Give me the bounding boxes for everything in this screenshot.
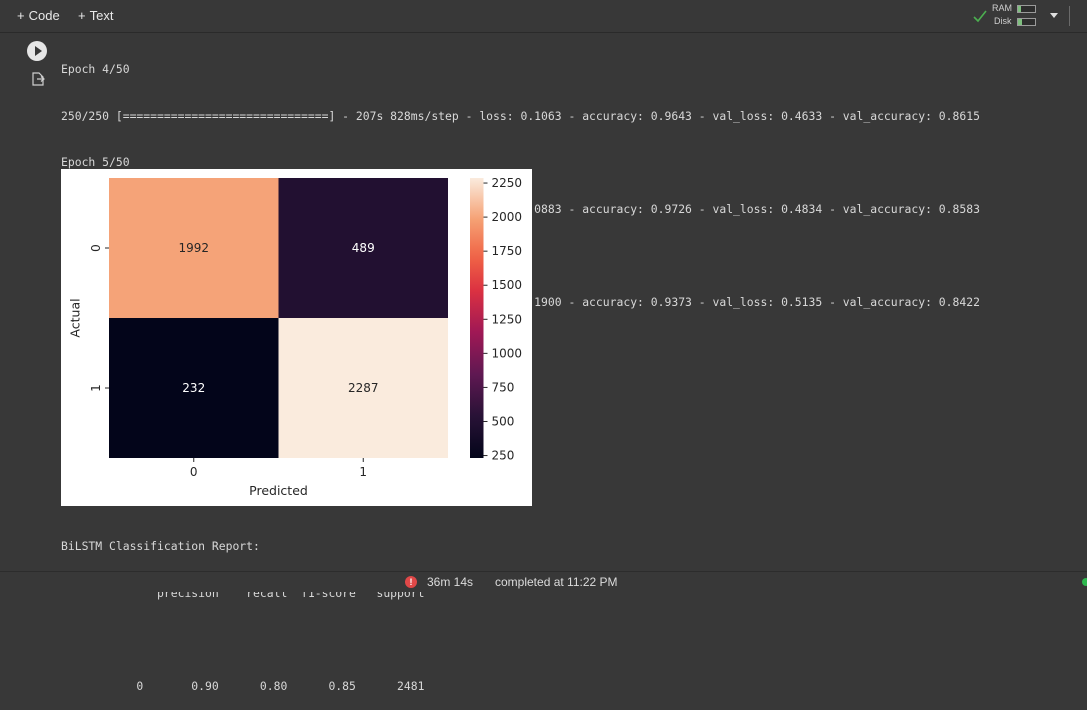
- add-text-button[interactable]: + Text: [78, 8, 114, 23]
- y-tick-label: 0: [89, 244, 103, 252]
- notebook-toolbar: + Code + Text RAM Disk: [0, 0, 1087, 33]
- heatmap-cell: [109, 178, 279, 318]
- status-bar: ! 36m 14s completed at 11:22 PM: [0, 571, 1087, 592]
- confusion-matrix-figure: 1992 489 232 2287 0 1 0 1 Predicted Actual 250 500 7…: [61, 169, 532, 506]
- heatmap-cell: [278, 318, 448, 458]
- output-line: Epoch 5/50: [61, 155, 130, 169]
- colorbar-tick-label: 500: [492, 414, 515, 428]
- x-tick-label: 1: [359, 465, 367, 479]
- check-icon: [973, 10, 987, 23]
- ram-label: RAM: [992, 3, 1012, 13]
- cell-value-label: 489: [352, 241, 375, 255]
- output-menu-icon[interactable]: [31, 72, 45, 86]
- elapsed-time: 36m 14s: [427, 575, 474, 589]
- completed-status[interactable]: completed at 11:22 PM: [495, 575, 618, 589]
- report-row: 0 0.90 0.80 0.85 2481: [61, 678, 425, 693]
- output-line: Epoch 4/50: [61, 62, 130, 76]
- disk-label: Disk: [994, 16, 1012, 26]
- colorbar-tick-label: 1000: [492, 346, 523, 360]
- y-axis-label: Actual: [68, 298, 83, 337]
- colorbar-tick-label: 2250: [492, 176, 523, 190]
- connection-status-icon: [1082, 578, 1087, 586]
- chevron-down-icon[interactable]: [1050, 13, 1058, 18]
- cell-value-label: 1992: [178, 241, 209, 255]
- colorbar: [470, 178, 484, 458]
- report-blank: [61, 632, 661, 648]
- classification-report: BiLSTM Classification Report: precision …: [61, 508, 661, 710]
- plus-icon: +: [78, 8, 86, 23]
- y-tick-label: 1: [89, 384, 103, 392]
- toolbar-divider: [1069, 6, 1070, 26]
- colorbar-tick-label: 250: [492, 449, 515, 463]
- colorbar-tick-label: 1500: [492, 278, 523, 292]
- output-line: 250/250 [==============================]…: [61, 108, 980, 123]
- add-code-button[interactable]: + Code: [17, 8, 60, 23]
- ram-bar: [1017, 5, 1036, 13]
- report-title: BiLSTM Classification Report:: [61, 539, 260, 553]
- confusion-matrix-heatmap: 1992 489 232 2287 0 1 0 1 Predicted Actual 250 500 7…: [68, 176, 523, 498]
- plus-icon: +: [17, 8, 25, 23]
- heatmap-cell: [278, 178, 448, 318]
- colorbar-tick-label: 1250: [492, 312, 523, 326]
- cell-value-label: 2287: [348, 381, 379, 395]
- heatmap-cell: [109, 318, 279, 458]
- x-tick-label: 0: [190, 465, 198, 479]
- colorbar-tick-label: 750: [492, 380, 515, 394]
- colorbar-tick-label: 2000: [492, 210, 523, 224]
- error-icon: !: [405, 576, 417, 588]
- resource-monitor[interactable]: RAM Disk: [970, 3, 1080, 29]
- cell-value-label: 232: [182, 381, 205, 395]
- x-axis-label: Predicted: [249, 483, 308, 498]
- colorbar-tick-label: 1750: [492, 244, 523, 258]
- disk-bar: [1017, 18, 1036, 26]
- run-cell-button[interactable]: [27, 41, 47, 61]
